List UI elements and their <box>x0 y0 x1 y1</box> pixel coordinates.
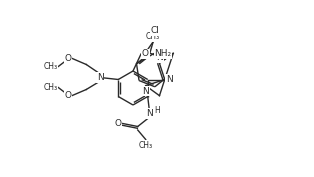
Text: O: O <box>115 119 122 128</box>
Text: O: O <box>64 91 71 100</box>
Text: O: O <box>142 50 149 59</box>
Text: CH₃: CH₃ <box>43 62 57 71</box>
Text: Cl: Cl <box>150 26 159 35</box>
Text: CH₃: CH₃ <box>43 83 57 92</box>
Text: N: N <box>142 87 149 96</box>
Text: NH₂: NH₂ <box>154 49 172 58</box>
Text: CH₃: CH₃ <box>146 32 160 41</box>
Text: O: O <box>64 54 71 63</box>
Text: N: N <box>146 109 153 118</box>
Text: N: N <box>156 53 163 62</box>
Text: N: N <box>97 73 104 82</box>
Text: H: H <box>155 106 160 115</box>
Text: N: N <box>166 75 172 84</box>
Text: CH₃: CH₃ <box>139 141 153 150</box>
